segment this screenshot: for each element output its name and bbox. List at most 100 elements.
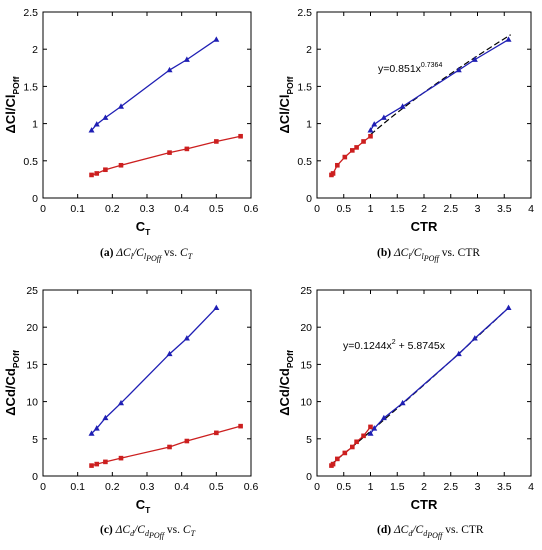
data-point-square	[238, 423, 243, 429]
x-tick-label: 4	[528, 203, 534, 215]
data-point-square	[361, 139, 366, 144]
y-tick-label: 1	[32, 119, 38, 131]
x-tick-label: 2	[421, 481, 427, 493]
y-tick-label: 10	[300, 397, 312, 409]
x-tick-label: 1	[368, 481, 374, 493]
x-axis-label: CTR	[411, 497, 438, 512]
chart-panel-d: 0 0.5 1 1.5 2 2.5 3 3.5 40510152025CTRΔCd/CdPOff…	[277, 285, 534, 512]
x-tick-label: 1.5	[390, 481, 405, 493]
data-point-triangle	[213, 304, 220, 311]
data-point-triangle	[367, 430, 374, 436]
caption-part: /C	[410, 247, 422, 259]
data-point-square	[238, 133, 243, 139]
x-tick-label: 0.5	[336, 203, 351, 215]
data-point-square	[167, 444, 172, 450]
data-point-triangle	[183, 56, 190, 62]
x-tick-label: 3	[475, 203, 481, 215]
caption-part: ΔC	[115, 524, 131, 536]
data-point-triangle	[93, 425, 100, 431]
caption-part: ΔC	[393, 524, 409, 536]
x-tick-label: 0.5	[336, 481, 351, 493]
caption-part: vs. CTR	[439, 247, 481, 259]
caption-part: l	[144, 252, 147, 261]
data-point-square	[89, 463, 94, 468]
data-point-triangle	[183, 335, 190, 341]
caption-part: l	[131, 252, 134, 261]
y-tick-label: 15	[26, 359, 38, 371]
data-point-triangle	[118, 399, 124, 406]
data-point-square	[214, 430, 219, 436]
x-tick-label: 1	[368, 203, 374, 215]
y-tick-label: 25	[300, 285, 312, 297]
y-axis-label-subscript: POff	[285, 350, 295, 368]
data-point-square	[335, 456, 340, 462]
x-axis-label-subscript: T	[145, 227, 151, 237]
caption-part: vs.	[164, 524, 180, 536]
caption-part: (d)	[377, 524, 394, 536]
caption-part: /C	[132, 247, 144, 259]
x-tick-label: 0.1	[70, 203, 85, 215]
caption-part: POff	[148, 531, 166, 540]
data-point-square	[330, 171, 336, 176]
y-tick-label: 5	[306, 434, 312, 446]
fit-equation-rest: + 5.8745x	[396, 340, 446, 352]
caption-part: (c)	[100, 524, 116, 536]
caption-part: C	[180, 524, 191, 536]
fit-equation: y=0.1244x2 + 5.8745x	[343, 339, 446, 352]
y-tick-label: 0	[32, 471, 38, 483]
data-point-square	[184, 146, 190, 152]
data-point-triangle	[471, 335, 478, 341]
caption-part: (b)	[377, 247, 394, 259]
data-point-triangle	[380, 114, 387, 120]
x-tick-label: 0.2	[105, 203, 120, 215]
data-point-square	[335, 162, 340, 168]
caption-part: l	[408, 252, 411, 261]
data-point-square	[167, 150, 172, 155]
data-point-triangle	[102, 114, 109, 120]
fit-equation-exponent: 0.7364	[421, 62, 443, 69]
y-tick-label: 1	[306, 119, 312, 131]
x-tick-label: 0.5	[209, 481, 224, 493]
caption-part: T	[191, 529, 196, 538]
x-tick-label: 0.5	[209, 203, 224, 215]
x-tick-label: 0	[314, 203, 320, 215]
y-tick-label: 10	[26, 397, 38, 409]
caption-part: T	[188, 252, 193, 261]
caption-text: (d) ΔCd/CdPOff vs. CTR	[377, 524, 484, 540]
data-point-square	[214, 139, 219, 144]
caption-part: vs.	[161, 247, 177, 259]
caption-part: d	[145, 529, 150, 538]
x-axis-label: CTR	[411, 219, 438, 234]
data-point-triangle	[505, 36, 512, 42]
chart-panel-a: 0 0.1 0.2 0.3 0.4 0.5 0.600.511.522.5CTΔCl/ClP…	[3, 7, 258, 237]
data-point-triangle	[399, 399, 406, 406]
data-point-square	[118, 455, 124, 461]
data-point-square	[368, 424, 373, 430]
caption-part: POff	[426, 531, 444, 540]
x-tick-label: 3	[475, 481, 481, 493]
x-tick-label: 0.2	[105, 481, 120, 493]
y-tick-label: 15	[300, 359, 312, 371]
data-point-square	[354, 145, 359, 150]
data-point-square	[89, 172, 94, 178]
y-tick-label: 2.5	[23, 7, 38, 19]
data-point-square	[184, 438, 190, 444]
y-axis-label-subscript: POff	[11, 350, 21, 368]
y-tick-label: 1.5	[297, 81, 312, 93]
y-tick-label: 0	[32, 193, 38, 205]
panel-caption-b: (b) ΔCl/ClPOff vs. CTR	[377, 247, 480, 263]
x-tick-label: 0	[40, 481, 46, 493]
panel-caption-c: (c) ΔCd/CdPOff vs. CT	[100, 524, 196, 540]
caption-text: (b) ΔCl/ClPOff vs. CTR	[377, 247, 480, 263]
fit-equation-exponent: 2	[392, 339, 396, 346]
data-point-triangle	[505, 304, 512, 311]
caption-part: POff	[423, 254, 441, 263]
data-point-triangle	[102, 414, 109, 421]
caption-part: d	[408, 529, 413, 538]
y-tick-label: 2	[32, 44, 38, 56]
caption-part: C	[177, 247, 188, 259]
data-point-triangle	[371, 425, 378, 431]
x-tick-label: 0.3	[140, 203, 155, 215]
data-point-triangle	[380, 414, 387, 421]
x-tick-label: 1.5	[390, 203, 405, 215]
